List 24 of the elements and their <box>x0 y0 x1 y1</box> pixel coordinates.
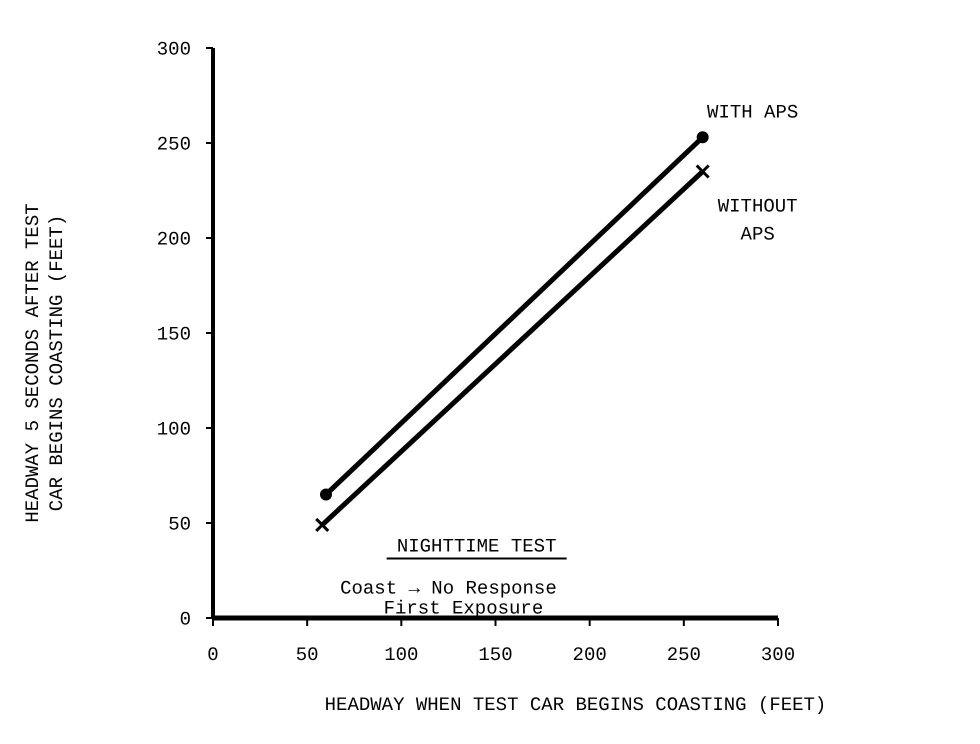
y-tick-label: 200 <box>156 228 191 251</box>
point <box>696 131 709 144</box>
annotation: NIGHTTIME TEST <box>396 536 556 558</box>
point <box>314 517 330 532</box>
y-tick-label: 300 <box>156 38 191 61</box>
series-label: WITH APS <box>707 101 798 124</box>
x-tick-label: 300 <box>760 644 796 666</box>
x-tick-label: 100 <box>384 644 418 666</box>
y-tick-label: 100 <box>156 418 191 441</box>
y-axis-title: HEADWAY 5 SECONDS AFTER TEST CAR BEGINS COASTING (FEET) <box>22 203 68 523</box>
x-tick-label: 0 <box>207 644 219 666</box>
x-tick-label: 200 <box>572 644 607 666</box>
series-label: WITHOUT APS <box>718 196 798 246</box>
x-axis-title: HEADWAY WHEN TEST CAR BEGINS COASTING (FEET) <box>324 694 826 716</box>
x-tick-label: 50 <box>296 644 319 666</box>
y-tick-label: 150 <box>156 324 191 346</box>
x-tick-label: 150 <box>478 644 513 666</box>
y-tick-label: 0 <box>180 608 191 631</box>
y-tick-label: 50 <box>168 514 191 536</box>
y-tick-label: 250 <box>156 134 191 156</box>
point <box>695 164 710 179</box>
annotation: Coast → No Response First Exposure <box>340 577 557 620</box>
x-tick-label: 250 <box>666 644 701 666</box>
point <box>320 488 332 500</box>
